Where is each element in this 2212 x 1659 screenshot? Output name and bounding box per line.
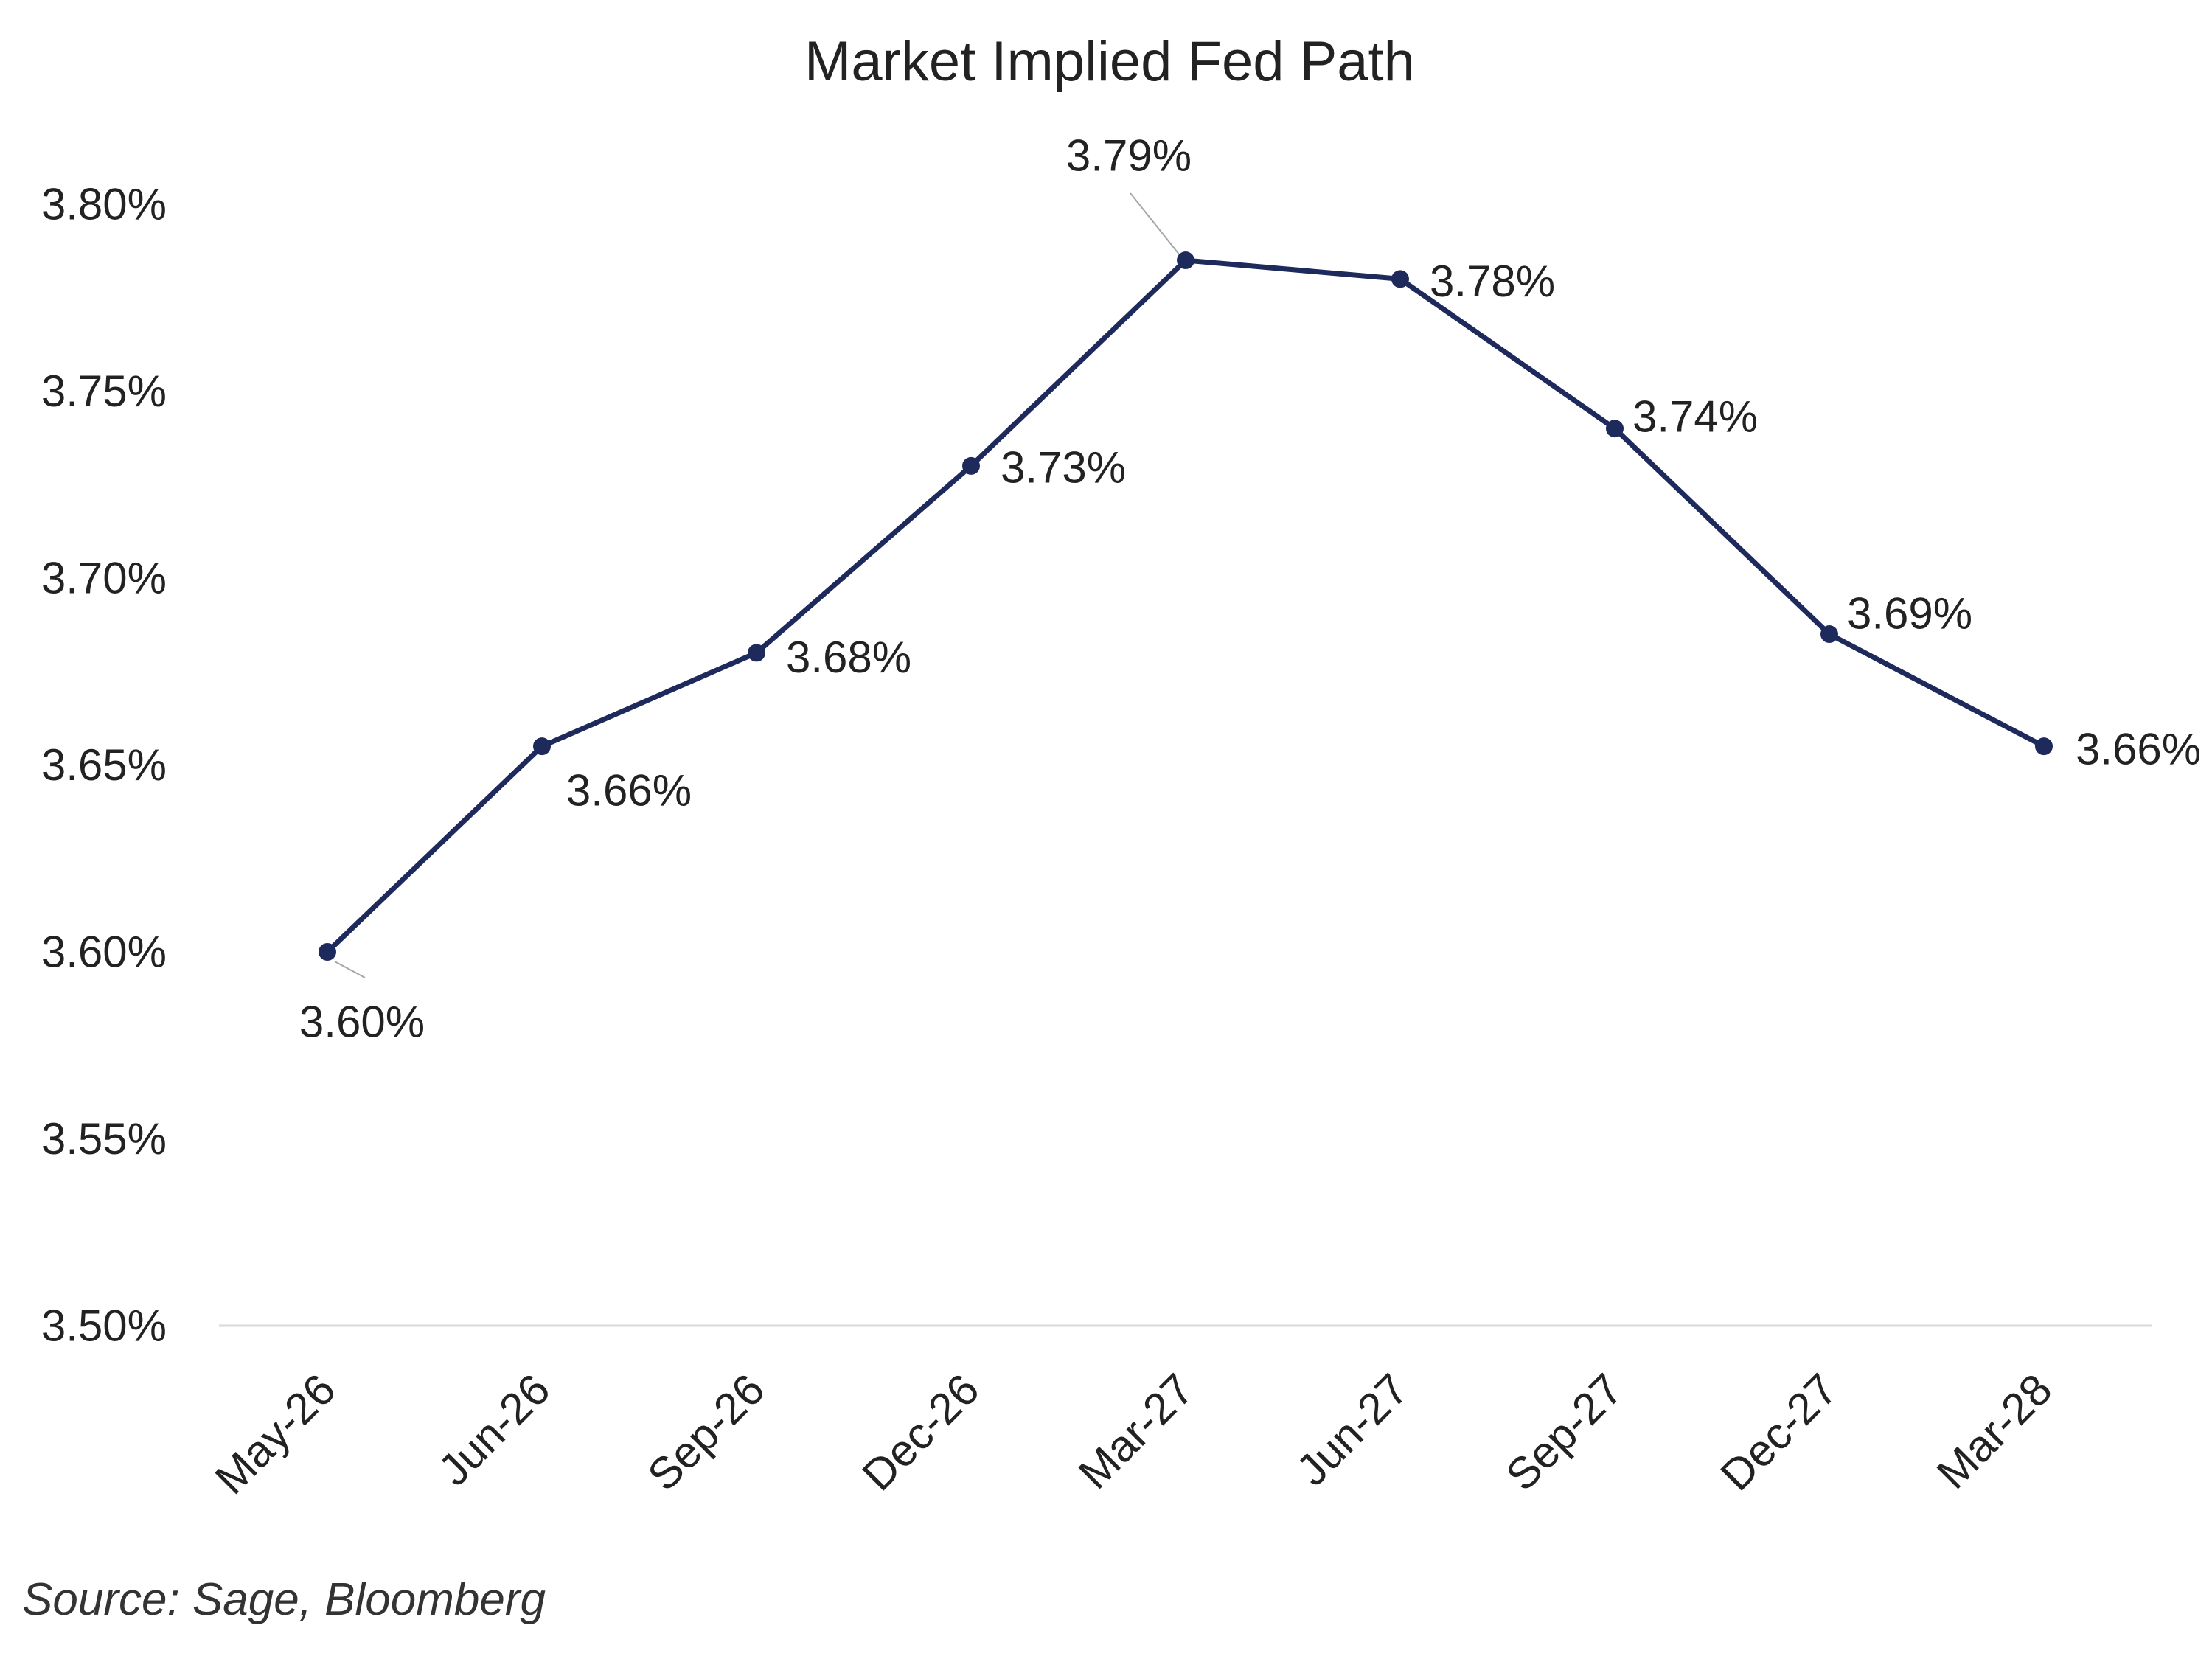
y-tick-label: 3.75%	[41, 366, 167, 416]
y-tick-label: 3.60%	[41, 928, 167, 977]
y-tick-label: 3.80%	[41, 180, 167, 229]
data-point	[1391, 270, 1409, 288]
data-label: 3.66%	[566, 766, 692, 815]
y-tick-label: 3.70%	[41, 554, 167, 603]
data-point	[962, 456, 980, 475]
x-tick-label: Mar-27	[1069, 1364, 1203, 1498]
y-tick-label: 3.55%	[41, 1114, 167, 1164]
data-point	[1820, 625, 1838, 644]
data-point	[2035, 737, 2053, 756]
data-point	[748, 644, 765, 662]
leader-line	[1130, 192, 1180, 256]
data-label: 3.68%	[786, 633, 911, 682]
chart-title: Market Implied Fed Path	[804, 30, 1415, 93]
data-label: 3.73%	[1001, 442, 1126, 492]
data-label: 3.74%	[1632, 392, 1758, 442]
x-tick-label: Sep-27	[1496, 1364, 1632, 1500]
x-tick-label: Dec-26	[853, 1364, 989, 1500]
data-point	[533, 737, 551, 756]
y-tick-label: 3.50%	[41, 1301, 167, 1351]
y-tick-label: 3.65%	[41, 740, 167, 790]
data-label: 3.69%	[1847, 589, 1972, 639]
data-point	[1177, 251, 1194, 270]
data-label: 3.66%	[2076, 725, 2201, 774]
data-label: 3.78%	[1430, 257, 1555, 306]
x-tick-label: Mar-28	[1927, 1364, 2062, 1498]
x-tick-label: Jun-26	[429, 1364, 560, 1495]
x-tick-label: Dec-27	[1711, 1364, 1847, 1500]
data-label: 3.79%	[1066, 131, 1192, 181]
x-tick-label: Jun-27	[1287, 1364, 1418, 1495]
leader-line	[334, 961, 366, 978]
data-point	[319, 943, 336, 961]
series-line	[324, 257, 2047, 955]
x-tick-label: Sep-26	[638, 1364, 773, 1500]
source-note: Source: Sage, Bloomberg	[22, 1574, 546, 1625]
x-tick-label: May-26	[206, 1364, 345, 1503]
data-label: 3.60%	[299, 998, 425, 1047]
data-point	[1606, 420, 1624, 438]
